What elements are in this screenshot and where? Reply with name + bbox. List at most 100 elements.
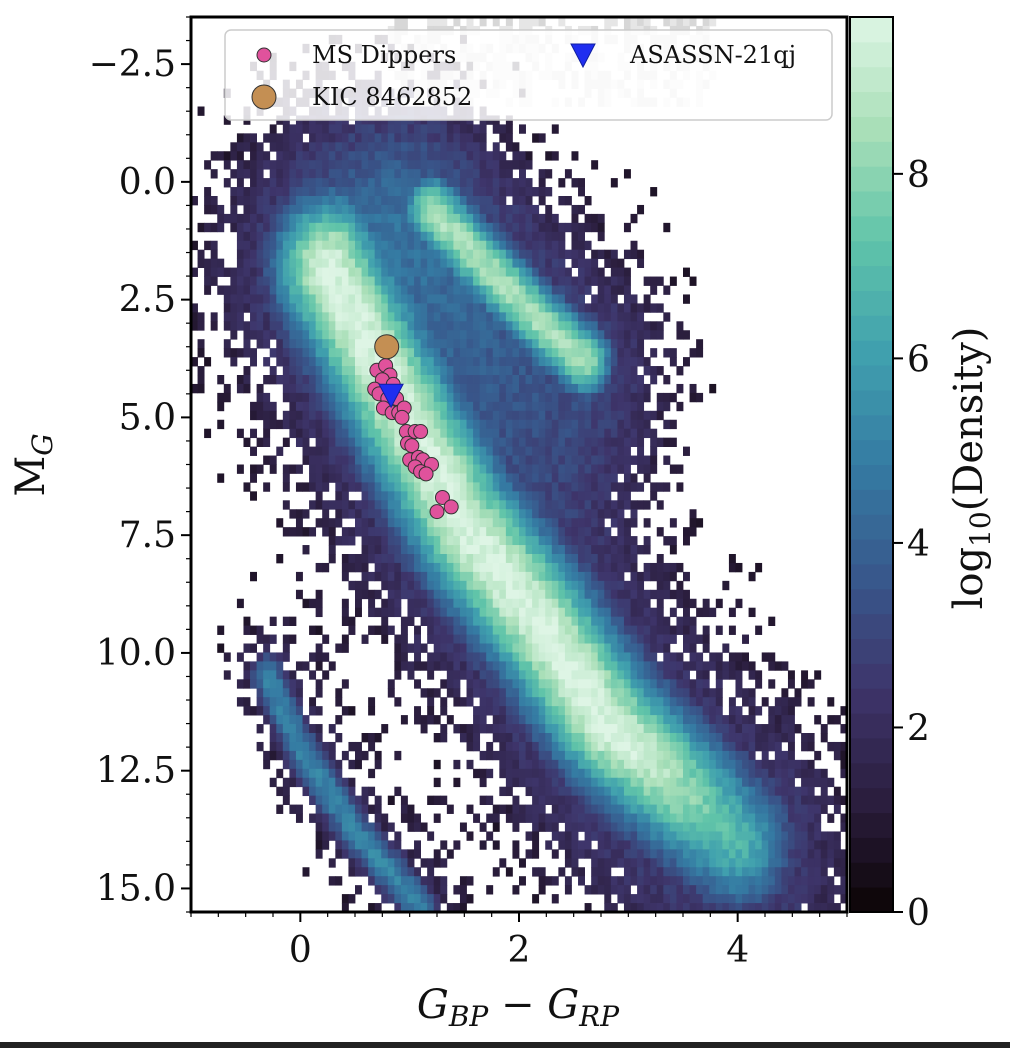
heat-bin: [702, 706, 710, 716]
heat-bin: [348, 464, 356, 474]
heat-bin: [217, 258, 225, 268]
heat-bin: [532, 482, 540, 492]
heat-bin: [348, 822, 356, 832]
heat-bin: [768, 652, 776, 662]
heat-bin: [315, 276, 323, 286]
heat-bin: [505, 222, 513, 233]
heat-bin: [591, 697, 599, 707]
heat-bin: [519, 741, 526, 752]
heat-bin: [414, 196, 421, 206]
heat-bin: [466, 724, 474, 734]
heat-bin: [427, 258, 435, 268]
heat-bin: [420, 258, 428, 268]
heat-bin: [459, 222, 467, 233]
heat-bin: [355, 410, 362, 421]
heat-bin: [433, 258, 441, 268]
heat-bin: [381, 724, 389, 734]
heat-bin: [446, 375, 454, 385]
heat-bin: [604, 312, 612, 322]
heat-bin: [295, 285, 303, 295]
heat-bin: [295, 249, 303, 260]
heat-bin: [591, 303, 599, 313]
heat-bin: [532, 822, 540, 832]
heat-bin: [617, 670, 625, 680]
heat-bin: [479, 410, 487, 421]
heat-bin: [394, 124, 402, 134]
heat-bin: [551, 661, 559, 671]
heat-bin: [663, 616, 671, 626]
heat-bin: [414, 562, 421, 573]
heat-bin: [387, 679, 395, 689]
heat-bin: [610, 750, 618, 761]
heat-bin: [433, 562, 441, 573]
heat-bin: [610, 724, 618, 734]
heat-bin: [807, 759, 815, 770]
heat-bin: [630, 482, 638, 492]
heat-bin: [532, 733, 540, 743]
heat-bin: [578, 410, 585, 421]
heat-bin: [591, 518, 599, 528]
heat-bin: [558, 652, 566, 662]
heat-bin: [355, 375, 362, 385]
heat-bin: [558, 276, 566, 286]
heat-bin: [374, 822, 382, 832]
heat-bin: [236, 276, 244, 286]
heat-bin: [250, 321, 257, 331]
heat-bin: [295, 679, 303, 689]
heat-bin: [545, 643, 553, 653]
heat-bin: [407, 375, 415, 385]
heat-bin: [525, 348, 533, 358]
heat-bin: [492, 401, 500, 412]
heat-bin: [420, 571, 428, 582]
heat-bin: [728, 733, 736, 743]
heat-bin: [512, 777, 520, 788]
heat-bin: [591, 491, 599, 501]
heat-bin: [610, 366, 618, 376]
heat-bin: [558, 321, 566, 331]
heat-bin: [604, 786, 612, 797]
heat-bin: [748, 697, 756, 707]
heat-bin: [722, 724, 730, 734]
heat-bin: [328, 554, 336, 564]
heat-bin: [617, 464, 625, 474]
heat-bin: [335, 330, 343, 340]
heat-bin: [525, 473, 533, 483]
heat-bin: [492, 339, 500, 349]
heat-bin: [473, 383, 481, 394]
heat-bin: [768, 786, 776, 797]
heat-bin: [604, 634, 612, 644]
heat-bin: [348, 330, 356, 340]
heat-bin: [328, 455, 336, 465]
heat-bin: [276, 786, 284, 797]
heat-bin: [794, 724, 802, 734]
heat-bin: [558, 240, 566, 251]
heat-bin: [407, 813, 415, 823]
heat-bin: [610, 375, 618, 385]
heat-bin: [584, 706, 592, 716]
heat-bin: [400, 625, 408, 635]
heat-bin: [269, 661, 277, 671]
heat-bin: [505, 348, 513, 358]
heat-bin: [525, 554, 533, 564]
heat-bin: [597, 643, 605, 653]
heat-bin: [473, 598, 481, 609]
heat-bin: [486, 545, 494, 555]
heat-bin: [512, 151, 520, 161]
heat-bin: [230, 187, 238, 197]
heat-bin: [361, 285, 369, 295]
heat-bin: [623, 741, 631, 752]
heat-bin: [269, 455, 277, 465]
heat-bin: [289, 733, 297, 743]
heat-bin: [289, 741, 297, 752]
heat-bin: [689, 741, 697, 752]
heat-bin: [341, 240, 349, 251]
heat-bin: [545, 410, 553, 421]
heat-bin: [597, 652, 605, 662]
heat-bin: [341, 464, 349, 474]
heat-bin: [374, 536, 382, 546]
heat-bin: [348, 294, 356, 304]
heat-bin: [282, 330, 290, 340]
heat-bin: [328, 741, 336, 752]
heat-bin: [479, 491, 487, 501]
heat-bin: [486, 294, 494, 304]
